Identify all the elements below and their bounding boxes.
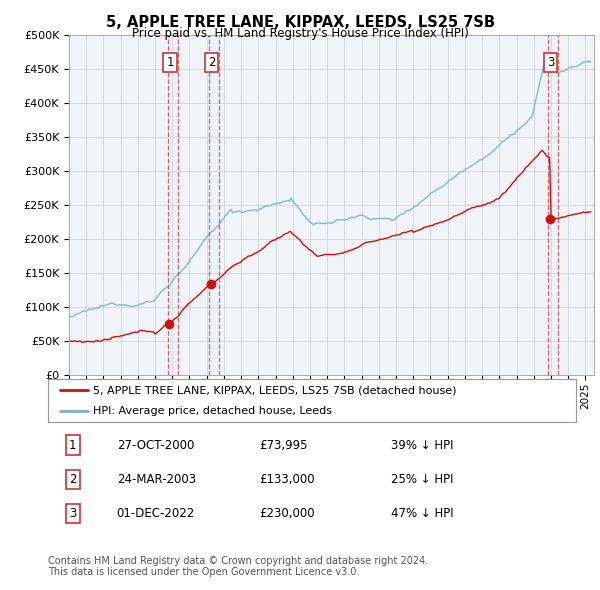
Text: Price paid vs. HM Land Registry's House Price Index (HPI): Price paid vs. HM Land Registry's House … — [131, 27, 469, 40]
Text: Contains HM Land Registry data © Crown copyright and database right 2024.
This d: Contains HM Land Registry data © Crown c… — [48, 556, 428, 578]
Bar — [209, 35, 219, 375]
Text: 39% ↓ HPI: 39% ↓ HPI — [391, 439, 454, 452]
Text: 3: 3 — [547, 56, 554, 69]
Text: 01-DEC-2022: 01-DEC-2022 — [116, 507, 195, 520]
Text: 5, APPLE TREE LANE, KIPPAX, LEEDS, LS25 7SB (detached house): 5, APPLE TREE LANE, KIPPAX, LEEDS, LS25 … — [93, 385, 457, 395]
Text: 25% ↓ HPI: 25% ↓ HPI — [391, 473, 454, 486]
Text: £230,000: £230,000 — [259, 507, 315, 520]
Text: 2: 2 — [69, 473, 77, 486]
Bar — [548, 35, 558, 375]
Text: 5, APPLE TREE LANE, KIPPAX, LEEDS, LS25 7SB: 5, APPLE TREE LANE, KIPPAX, LEEDS, LS25 … — [106, 15, 494, 30]
Text: 1: 1 — [166, 56, 174, 69]
Text: £73,995: £73,995 — [259, 439, 308, 452]
Text: 24-MAR-2003: 24-MAR-2003 — [116, 473, 196, 486]
Text: 27-OCT-2000: 27-OCT-2000 — [116, 439, 194, 452]
Bar — [168, 35, 178, 375]
Text: £133,000: £133,000 — [259, 473, 315, 486]
Text: 2: 2 — [208, 56, 215, 69]
Text: 3: 3 — [69, 507, 77, 520]
Text: 1: 1 — [69, 439, 77, 452]
Text: 47% ↓ HPI: 47% ↓ HPI — [391, 507, 454, 520]
Text: HPI: Average price, detached house, Leeds: HPI: Average price, detached house, Leed… — [93, 406, 332, 416]
